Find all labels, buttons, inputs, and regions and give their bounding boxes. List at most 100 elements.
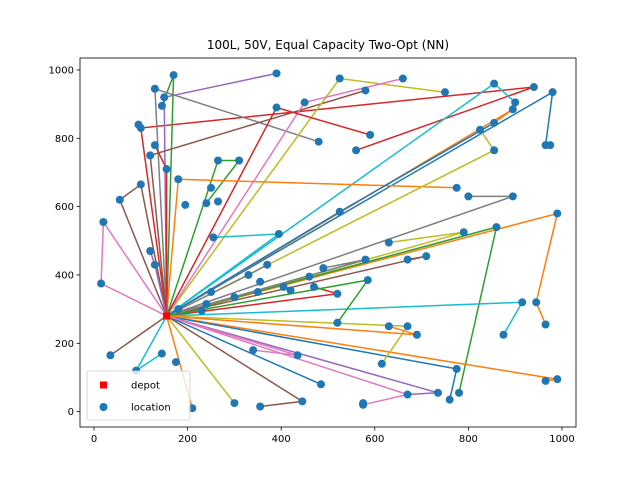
location-point-66 xyxy=(249,346,258,355)
location-point-35 xyxy=(403,390,412,399)
location-point-29 xyxy=(230,399,239,408)
location-point-26 xyxy=(157,349,166,358)
location-point-91 xyxy=(464,192,473,201)
location-point-50 xyxy=(333,318,342,327)
legend: depot location xyxy=(86,370,191,421)
y-tick-label-1: 200 xyxy=(55,339,74,350)
location-point-83 xyxy=(541,141,550,150)
location-point-17 xyxy=(214,156,223,165)
route-line-34 xyxy=(166,315,235,404)
location-point-58 xyxy=(459,228,468,237)
location-point-73 xyxy=(335,74,344,83)
location-point-64 xyxy=(197,306,206,315)
route-line-37 xyxy=(109,315,168,356)
location-point-39 xyxy=(452,364,461,373)
location-point-98 xyxy=(305,272,314,281)
location-point-59 xyxy=(492,223,501,232)
chart-title: 100L, 50V, Equal Capacity Two-Opt (NN) xyxy=(207,38,449,52)
location-point-30 xyxy=(256,402,265,411)
location-point-11 xyxy=(115,195,124,204)
location-point-37 xyxy=(445,395,454,404)
location-point-45 xyxy=(499,330,508,339)
route-line-36 xyxy=(135,315,168,372)
location-point-76 xyxy=(398,74,407,83)
location-point-74 xyxy=(300,98,309,107)
location-point-93 xyxy=(286,286,295,295)
location-point-72 xyxy=(361,86,370,95)
location-point-69 xyxy=(352,146,361,155)
legend-label-1: location xyxy=(131,403,171,414)
location-point-16 xyxy=(214,197,223,206)
location-point-57 xyxy=(384,238,393,247)
location-point-84 xyxy=(553,209,562,218)
route-line-18 xyxy=(166,212,559,325)
x-tick-label-2: 400 xyxy=(272,434,291,445)
location-point-71 xyxy=(366,130,375,139)
location-point-3 xyxy=(160,93,169,102)
location-point-43 xyxy=(532,298,541,307)
points-layer xyxy=(97,69,562,413)
x-tick-label-5: 1000 xyxy=(549,434,574,445)
location-point-68 xyxy=(335,207,344,216)
location-point-24 xyxy=(106,351,115,360)
location-point-51 xyxy=(363,276,372,285)
location-point-53 xyxy=(319,264,328,273)
location-point-56 xyxy=(422,252,431,261)
location-point-40 xyxy=(541,376,550,385)
location-point-55 xyxy=(403,255,412,264)
location-point-19 xyxy=(209,233,218,242)
location-point-31 xyxy=(298,397,307,406)
axes-layer: 0 200 400 600 800 1000 0 200 400 600 800 1000 xyxy=(49,57,577,445)
location-point-32 xyxy=(316,380,325,389)
location-point-34 xyxy=(359,399,368,408)
location-point-22 xyxy=(146,247,155,256)
location-point-49 xyxy=(377,359,386,368)
location-point-47 xyxy=(403,322,412,331)
location-point-62 xyxy=(256,277,265,286)
location-point-60 xyxy=(274,229,283,238)
location-point-99 xyxy=(263,260,272,269)
y-tick-label-0: 0 xyxy=(68,407,74,418)
location-point-54 xyxy=(361,255,370,264)
location-point-4 xyxy=(157,101,166,110)
location-point-90 xyxy=(452,183,461,192)
depot-marker xyxy=(163,312,171,320)
location-point-10 xyxy=(136,180,145,189)
location-point-48 xyxy=(384,322,393,331)
location-point-87 xyxy=(476,125,485,134)
location-point-14 xyxy=(202,199,211,208)
location-point-6 xyxy=(136,124,145,133)
route-line-31 xyxy=(166,315,322,385)
location-point-46 xyxy=(412,330,421,339)
location-point-9 xyxy=(162,165,171,174)
location-point-38 xyxy=(455,388,464,397)
location-point-78 xyxy=(490,79,499,88)
location-point-1 xyxy=(272,69,281,78)
location-point-7 xyxy=(150,141,159,150)
x-tick-label-4: 800 xyxy=(459,434,478,445)
location-point-13 xyxy=(181,200,190,209)
location-point-67 xyxy=(309,282,318,291)
location-point-61 xyxy=(244,270,253,279)
location-point-20 xyxy=(99,218,108,226)
route-line-11 xyxy=(165,159,241,317)
location-point-2 xyxy=(150,84,159,93)
location-point-41 xyxy=(553,375,562,384)
location-point-89 xyxy=(508,105,517,114)
location-point-96 xyxy=(202,300,211,308)
x-tick-label-0: 0 xyxy=(91,434,97,445)
location-point-44 xyxy=(518,298,527,307)
plot-frame xyxy=(79,57,577,428)
location-point-21 xyxy=(97,279,106,288)
location-point-79 xyxy=(511,98,520,107)
routes-layer xyxy=(100,72,559,409)
route-line-15 xyxy=(100,219,168,317)
legend-box xyxy=(86,370,191,421)
y-tick-label-4: 800 xyxy=(55,134,74,145)
location-point-75 xyxy=(272,103,281,112)
location-point-97 xyxy=(174,305,183,314)
location-point-85 xyxy=(508,192,517,201)
location-point-63 xyxy=(207,288,216,297)
location-point-18 xyxy=(235,156,244,165)
